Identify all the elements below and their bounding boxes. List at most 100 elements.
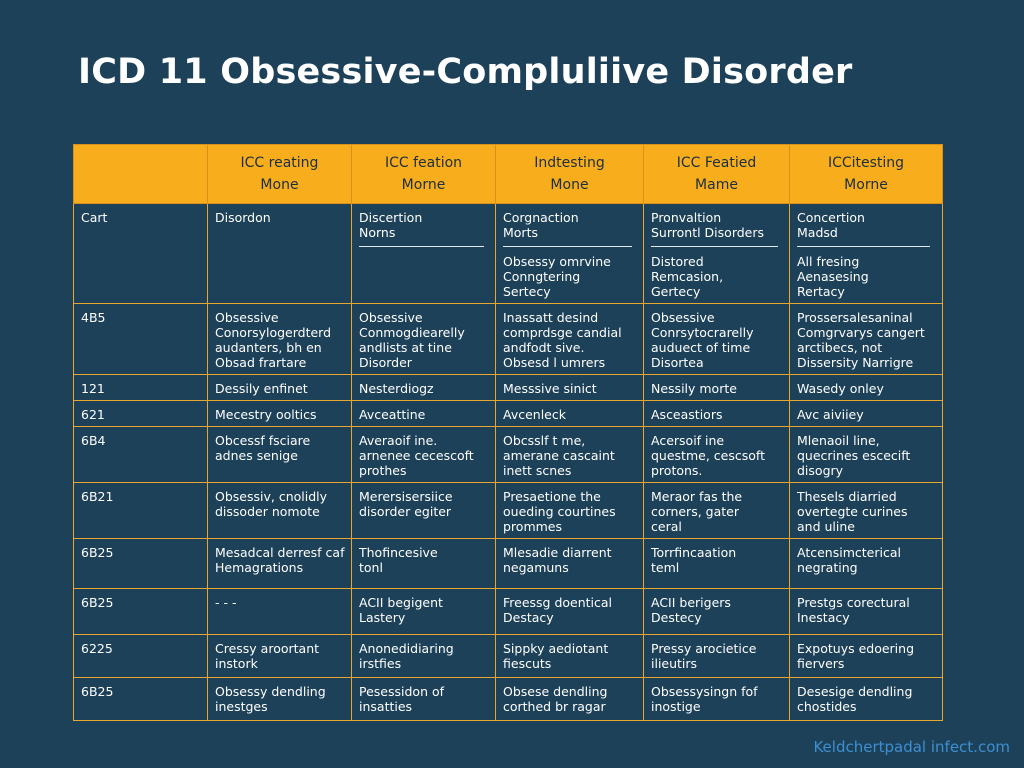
row-code: 4B5 bbox=[73, 303, 208, 375]
row-code: 6B25 bbox=[73, 588, 208, 635]
cell-text: Discertion bbox=[359, 210, 423, 225]
table-cell: Thesels diarried overtegte curines and uli… bbox=[789, 482, 943, 539]
table-cell: Desesige dendling chostides bbox=[789, 677, 943, 721]
table-cell: Obsessive Conrsytocrarelly auduect of time… bbox=[643, 303, 790, 375]
table-row: 621 Mecestry ooltics Avceattine Avcenleck As… bbox=[73, 400, 943, 427]
row-code: 6B4 bbox=[73, 426, 208, 483]
header-text: Mone bbox=[550, 177, 589, 193]
cell-text: Nesterdiogz bbox=[359, 381, 434, 396]
cell-text: corthed br ragar bbox=[503, 699, 606, 714]
table-cell: Thofincesive tonl bbox=[351, 538, 496, 589]
cell-text: Freessg doentical bbox=[503, 595, 613, 610]
table-cell: Atcensimcterical negrating bbox=[789, 538, 943, 589]
table-cell: Presaetione the oueding courtines prommes bbox=[495, 482, 644, 539]
row-code: 6B21 bbox=[73, 482, 208, 539]
cell-text: Dissersity Narrigre bbox=[797, 355, 914, 370]
cell-text: Pesessidon of bbox=[359, 684, 445, 699]
icd-table: ICC reating Mone ICC feation Morne Indtestin… bbox=[73, 144, 943, 721]
table-row: 121 Dessily enfinet Nesterdiogz Messsive si… bbox=[73, 374, 943, 401]
cell-text: fiescuts bbox=[503, 656, 552, 671]
cell-text: Cressy aroortant bbox=[215, 641, 320, 656]
cell-text: adnes senige bbox=[215, 448, 298, 463]
table-cell: Anonedidiaring irstfies bbox=[351, 634, 496, 678]
cell-text: Lastery bbox=[359, 610, 406, 625]
cell-text: Sippky aediotant bbox=[503, 641, 609, 656]
cell-text: Mlenaoil line, bbox=[797, 433, 880, 448]
column-header-5: ICCitesting Morne bbox=[789, 144, 943, 204]
cell-text: chostides bbox=[797, 699, 857, 714]
cell-text: Obsesd l umrers bbox=[503, 355, 606, 370]
table-cell: Expotuys edoering fiervers bbox=[789, 634, 943, 678]
table-row: Cart Disordon Discertion Norns Corgnaction Mo… bbox=[73, 203, 943, 304]
table-cell: Asceastiors bbox=[643, 400, 790, 427]
table-cell: Corgnaction Morts Obsessy omrvine Conngteri… bbox=[495, 203, 644, 304]
cell-text: Conorsylogerdterd bbox=[215, 325, 332, 340]
table-cell: Averaoif ine. arnenee cecescoft prothes bbox=[351, 426, 496, 483]
cell-text: Hemagrations bbox=[215, 560, 304, 575]
table-cell: Meraor fas the corners, gater ceral bbox=[643, 482, 790, 539]
header-text: ICC reating bbox=[240, 155, 319, 171]
cell-text: negrating bbox=[797, 560, 858, 575]
cell-text: comprdsge candial bbox=[503, 325, 622, 340]
table-cell: Obsessiv, cnolidly dissoder nomote bbox=[207, 482, 352, 539]
header-text: Indtesting bbox=[534, 155, 605, 171]
cell-text: Disorder bbox=[359, 355, 412, 370]
cell-text: overtegte curines bbox=[797, 504, 908, 519]
table-cell: Avc aiviiey bbox=[789, 400, 943, 427]
table-cell: Freessg doentical Destacy bbox=[495, 588, 644, 635]
row-code: 121 bbox=[73, 374, 208, 401]
cell-text: Obsessiv, cnolidly bbox=[215, 489, 328, 504]
cell-text: negamuns bbox=[503, 560, 569, 575]
cell-divider bbox=[503, 246, 632, 247]
table-cell: Dessily enfinet bbox=[207, 374, 352, 401]
cell-text: Comgrvarys cangert bbox=[797, 325, 925, 340]
footer-url[interactable]: Keldchertpadal infect.com bbox=[813, 738, 1010, 756]
cell-text: ACII begigent bbox=[359, 595, 443, 610]
table-cell: Cressy aroortant instork bbox=[207, 634, 352, 678]
cell-divider bbox=[797, 246, 931, 247]
row-code: 621 bbox=[73, 400, 208, 427]
table-row: 6B21 Obsessiv, cnolidly dissoder nomote Mer… bbox=[73, 482, 943, 539]
cell-text: Torrfincaation bbox=[651, 545, 737, 560]
cell-text: Obsessive bbox=[651, 310, 715, 325]
cell-text: Presaetione the bbox=[503, 489, 601, 504]
cell-text: Thesels diarried bbox=[797, 489, 897, 504]
cell-text: Desesige dendling bbox=[797, 684, 913, 699]
table-cell: ACII berigers Destecy bbox=[643, 588, 790, 635]
header-text: ICC Featied bbox=[676, 155, 757, 171]
cell-text: Obsad frartare bbox=[215, 355, 307, 370]
cell-text: disogry bbox=[797, 463, 844, 478]
table-cell: Avcenleck bbox=[495, 400, 644, 427]
table-cell: Obsessysingn fof inostige bbox=[643, 677, 790, 721]
cell-text: amerane cascaint bbox=[503, 448, 615, 463]
cell-text: Rertacy bbox=[797, 284, 845, 299]
cell-text: Obcessf fsciare bbox=[215, 433, 311, 448]
cell-text: Avc aiviiey bbox=[797, 407, 864, 422]
table-cell: Pressy arocietice ilieutirs bbox=[643, 634, 790, 678]
cell-text: Gertecy bbox=[651, 284, 701, 299]
cell-text: Merersisersiice bbox=[359, 489, 453, 504]
table-cell: Pronvaltion Surrontl Disorders Distored Rem… bbox=[643, 203, 790, 304]
table-cell: Wasedy onley bbox=[789, 374, 943, 401]
cell-text: Mecestry ooltics bbox=[215, 407, 317, 422]
cell-text: audanters, bh en bbox=[215, 340, 322, 355]
header-text: Morne bbox=[844, 177, 888, 193]
cell-text: Averaoif ine. bbox=[359, 433, 438, 448]
cell-text: Obsessive bbox=[359, 310, 423, 325]
cell-text: Inassatt desind bbox=[503, 310, 599, 325]
cell-text: Anonedidiaring bbox=[359, 641, 454, 656]
cell-text: Pronvaltion bbox=[651, 210, 722, 225]
header-text: ICCitesting bbox=[827, 155, 905, 171]
cell-text: Morts bbox=[503, 225, 538, 240]
cell-text: inestges bbox=[215, 699, 268, 714]
cell-text: Disortea bbox=[651, 355, 704, 370]
table-cell: Nesterdiogz bbox=[351, 374, 496, 401]
cell-text: dissoder nomote bbox=[215, 504, 320, 519]
cell-text: Inestacy bbox=[797, 610, 850, 625]
table-row: 6B25- - - ACII begigent Lastery Freessg doe… bbox=[73, 588, 943, 635]
cell-text: Madsd bbox=[797, 225, 838, 240]
cell-text: Obsese dendling bbox=[503, 684, 608, 699]
table-cell: Mlenaoil line, quecrines escecift disogry bbox=[789, 426, 943, 483]
header-text: Mame bbox=[695, 177, 738, 193]
table-cell: Acersoif ine questme, cescsoft protons. bbox=[643, 426, 790, 483]
